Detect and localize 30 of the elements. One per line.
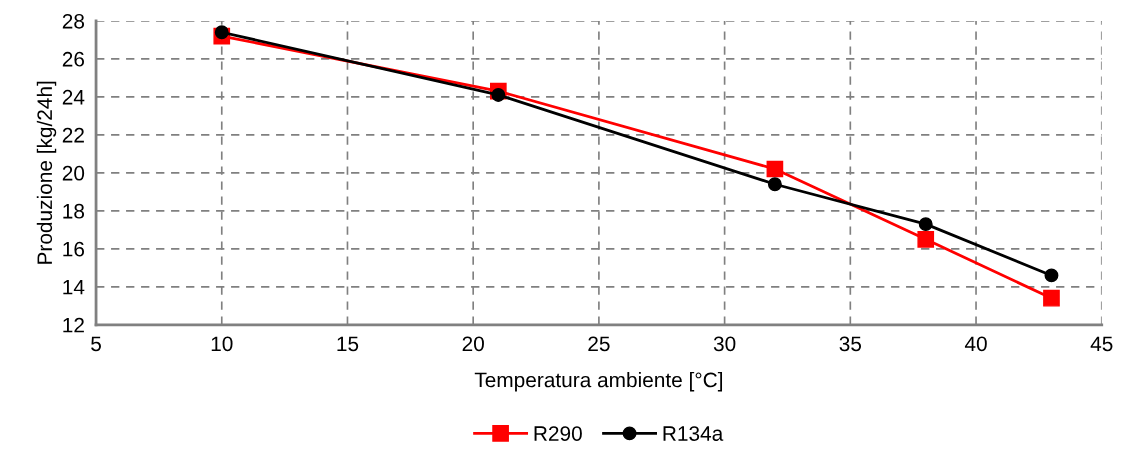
point [214, 25, 229, 40]
point [767, 177, 782, 192]
legend-label: R134a [663, 426, 724, 441]
x-tick-label: 15 [337, 336, 359, 352]
y-tick-label: 12 [63, 317, 84, 333]
point [1044, 268, 1059, 283]
y-tick-label: 24 [62, 89, 85, 105]
x-tick-label: 10 [211, 336, 233, 352]
y-tick-label: 26 [62, 51, 85, 67]
y-tick-label: 28 [62, 13, 85, 29]
point [491, 88, 506, 102]
legend-label: R290 [534, 426, 582, 441]
x-tick-label: 35 [839, 336, 862, 352]
point [918, 217, 933, 232]
point [1043, 289, 1060, 307]
point [766, 160, 784, 178]
point [917, 230, 935, 248]
y-tick-label: 16 [63, 241, 85, 257]
x-tick-label: 20 [462, 336, 484, 352]
x-tick-label: 30 [713, 336, 736, 352]
y-tick-label: 14 [63, 280, 85, 295]
x-tick-label: 5 [91, 336, 101, 352]
y-tick-label: 20 [62, 165, 85, 181]
x-tick-label: 40 [964, 336, 987, 352]
x-tick-label: 25 [588, 336, 610, 352]
y-tick-label: 18 [63, 203, 85, 219]
y-tick-label: 22 [62, 127, 84, 143]
x-axis-title: Temperatura ambiente [°C] [474, 372, 723, 392]
y-axis-title: Produzione [kg/24h] [36, 81, 57, 264]
x-tick-label: 45 [1090, 336, 1113, 352]
